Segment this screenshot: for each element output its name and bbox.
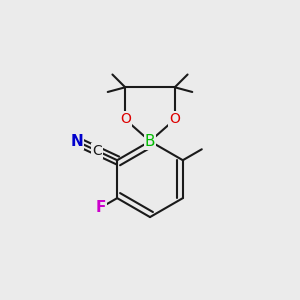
Text: F: F (96, 200, 106, 215)
Text: N: N (70, 134, 83, 149)
Text: B: B (145, 134, 155, 149)
Text: O: O (169, 112, 180, 126)
Text: C: C (92, 144, 102, 158)
Text: O: O (120, 112, 130, 126)
